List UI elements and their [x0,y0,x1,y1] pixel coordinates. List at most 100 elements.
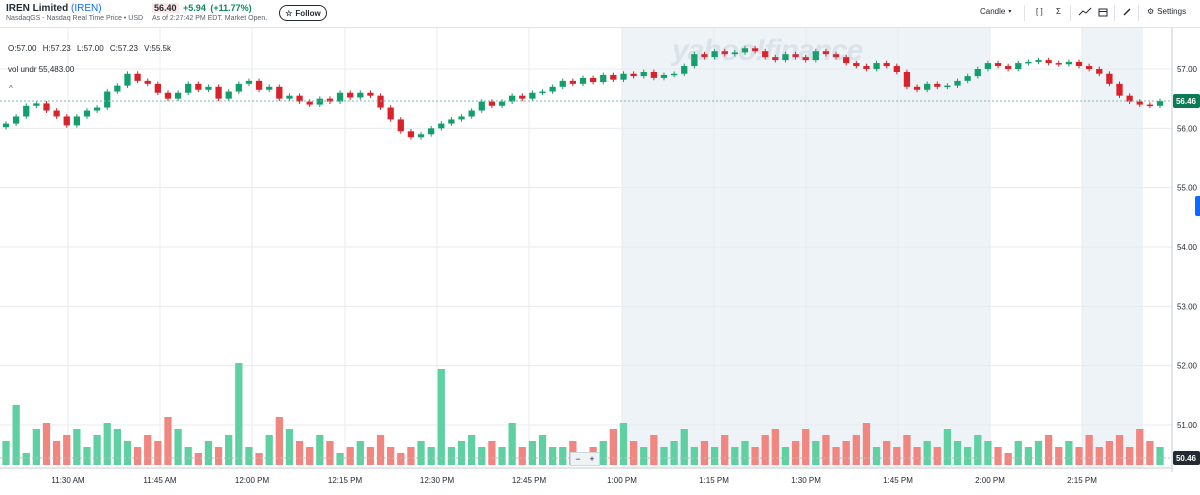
compare-button[interactable]: [ ] [1036,7,1043,16]
candle-body[interactable] [509,95,516,102]
candle-body[interactable] [772,57,779,61]
indicators-button[interactable]: Σ [1056,7,1061,16]
candle-body[interactable] [954,80,961,86]
candle-body[interactable] [519,95,526,99]
volume-bar[interactable] [204,441,213,465]
candle-body[interactable] [164,92,172,99]
volume-bar[interactable] [994,447,1002,465]
candle-body[interactable] [286,95,293,99]
candle-body[interactable] [195,83,202,90]
candle-body[interactable] [984,63,992,69]
volume-bar[interactable] [670,441,678,465]
candle-body[interactable] [751,48,759,52]
volume-bar[interactable] [1085,435,1093,465]
candle-body[interactable] [185,83,192,93]
candle-body[interactable] [134,73,141,81]
volume-bar[interactable] [457,441,466,465]
volume-bar[interactable] [52,441,61,465]
candle-body[interactable] [93,107,101,111]
volume-bar[interactable] [1156,447,1164,465]
volume-bar[interactable] [1105,441,1114,465]
volume-bar[interactable] [478,447,486,465]
candle-body[interactable] [913,86,921,90]
volume-bar[interactable] [306,447,314,465]
candle-body[interactable] [1045,60,1052,64]
volume-bar[interactable] [1146,441,1154,465]
volume-bar[interactable] [559,447,567,465]
volume-bar[interactable] [1136,429,1144,465]
candle-body[interactable] [721,51,728,55]
candle-body[interactable] [762,51,769,58]
candle-body[interactable] [478,101,485,111]
volume-bar[interactable] [285,429,294,465]
volume-bar[interactable] [1034,441,1043,465]
volume-bar[interactable] [498,447,506,465]
candle-body[interactable] [1136,101,1143,105]
candle-body[interactable] [579,77,587,84]
zoom-out-button[interactable]: − [575,454,581,464]
candle-body[interactable] [802,57,809,61]
candle-body[interactable] [610,74,617,80]
volume-bar[interactable] [265,435,273,465]
candle-body[interactable] [711,51,718,58]
candle-body[interactable] [1005,66,1012,69]
follow-button[interactable]: ☆ Follow [279,5,327,21]
candle-body[interactable] [12,116,20,124]
candle-body[interactable] [458,116,465,120]
volume-bar[interactable] [781,447,790,465]
volume-bar[interactable] [194,453,202,465]
volume-bar[interactable] [893,447,901,465]
volume-bar[interactable] [822,435,830,465]
price-chart[interactable]: 57.00 56.00 55.00 54.00 53.00 52.00 51.00 11:30… [0,28,1200,495]
volume-bar[interactable] [93,435,101,465]
axis-scroll-handle[interactable] [1195,196,1200,216]
volume-bar[interactable] [214,447,223,465]
volume-bar[interactable] [174,429,182,465]
candle-body[interactable] [660,74,668,78]
volume-bar[interactable] [366,447,375,465]
volume-bar[interactable] [528,441,537,465]
volume-bar[interactable] [640,447,648,465]
candle-body[interactable] [1146,104,1154,107]
candle-body[interactable] [266,86,273,90]
candle-body[interactable] [873,63,880,69]
volume-bar[interactable] [1024,447,1033,465]
candle-body[interactable] [1035,60,1042,62]
volume-bar[interactable] [731,447,739,465]
candle-body[interactable] [83,110,91,117]
volume-bar[interactable] [700,441,709,465]
volume-bar[interactable] [22,453,30,465]
candle-body[interactable] [397,119,404,132]
volume-bar[interactable] [103,423,111,465]
volume-bar[interactable] [437,369,445,465]
candle-body[interactable] [1126,95,1133,102]
candle-body[interactable] [215,86,222,99]
candle-body[interactable] [417,134,425,138]
volume-bar[interactable] [538,435,547,465]
volume-bar[interactable] [2,441,10,465]
volume-bar[interactable] [32,429,41,465]
volume-bar[interactable] [548,447,557,465]
candle-body[interactable] [812,51,819,61]
candle-body[interactable] [2,123,10,128]
candle-body[interactable] [1106,73,1113,84]
volume-bar[interactable] [397,453,405,465]
ticker-symbol[interactable]: (IREN) [71,3,102,14]
candle-body[interactable] [488,101,496,106]
candle-body[interactable] [235,83,242,92]
volume-bar[interactable] [660,447,668,465]
volume-bar[interactable] [356,441,364,465]
candle-body[interactable] [822,51,830,55]
candle-body[interactable] [225,91,232,99]
candle-body[interactable] [347,92,354,98]
candle-body[interactable] [407,131,415,138]
candle-body[interactable] [53,110,60,117]
candle-body[interactable] [832,54,840,58]
volume-bar[interactable] [225,435,233,465]
volume-bar[interactable] [741,441,749,465]
candle-body[interactable] [255,80,263,90]
volume-bar[interactable] [933,447,941,465]
collapse-legend-icon[interactable]: ^ [9,84,13,93]
candle-body[interactable] [498,101,506,106]
volume-bar[interactable] [346,447,354,465]
